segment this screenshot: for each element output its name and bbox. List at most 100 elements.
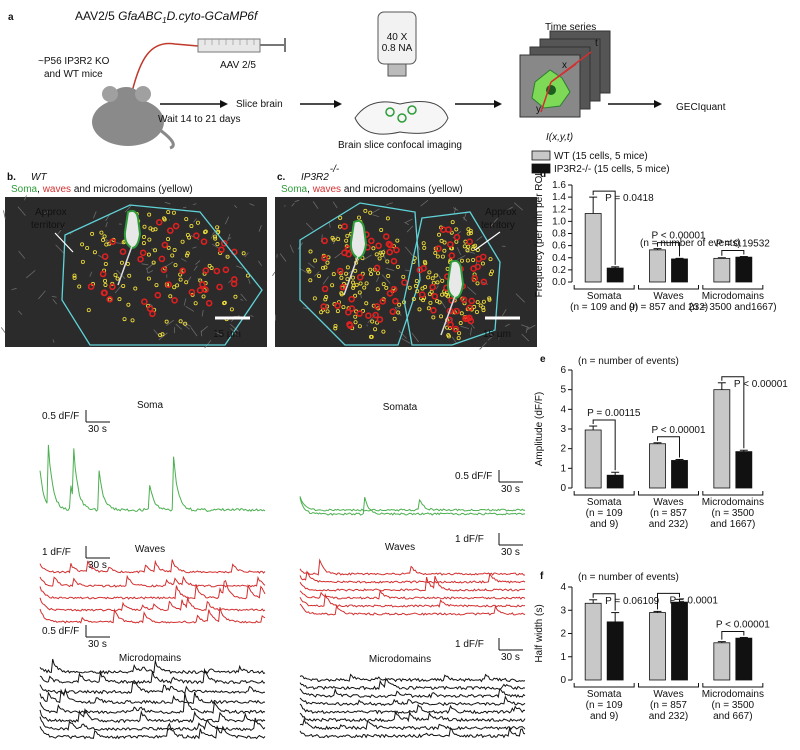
y-tick-label: 0 bbox=[560, 675, 566, 686]
trace-title: Soma bbox=[137, 400, 164, 411]
wave bbox=[453, 233, 461, 241]
wave bbox=[386, 248, 394, 256]
trace bbox=[299, 558, 525, 576]
microdomain bbox=[172, 285, 177, 290]
microdomain bbox=[465, 258, 470, 263]
texture bbox=[489, 218, 498, 228]
wave bbox=[222, 266, 230, 274]
microdomain bbox=[147, 237, 152, 242]
microdomain bbox=[345, 233, 350, 238]
wave bbox=[139, 249, 147, 257]
significance-bracket bbox=[592, 419, 616, 471]
microdomain bbox=[324, 295, 329, 300]
texture bbox=[105, 222, 108, 228]
microdomain bbox=[369, 334, 374, 339]
formula: I(x,y,t) bbox=[546, 132, 573, 143]
wave bbox=[389, 308, 397, 315]
microdomain bbox=[354, 282, 359, 287]
texture bbox=[420, 199, 429, 207]
wave bbox=[392, 297, 399, 305]
wave bbox=[137, 255, 144, 263]
wave bbox=[216, 283, 223, 291]
microdomain bbox=[442, 240, 447, 245]
microdomain bbox=[368, 267, 373, 272]
category-bracket bbox=[702, 491, 764, 496]
wave bbox=[356, 310, 363, 317]
microdomain bbox=[369, 272, 374, 277]
texture bbox=[105, 239, 109, 242]
microdomain bbox=[175, 283, 180, 288]
wave bbox=[171, 297, 178, 304]
wave bbox=[480, 278, 488, 286]
texture bbox=[467, 286, 477, 295]
microdomain bbox=[162, 216, 167, 221]
microdomain bbox=[381, 250, 386, 255]
microdomain bbox=[386, 274, 391, 279]
microdomain bbox=[370, 319, 375, 324]
texture bbox=[305, 222, 314, 231]
y-tick-label: 2 bbox=[560, 629, 566, 640]
microdomain bbox=[325, 309, 330, 314]
microdomain bbox=[80, 259, 85, 264]
wave bbox=[341, 223, 348, 230]
microdomain bbox=[357, 290, 362, 295]
x-tick-label: Waves bbox=[653, 497, 683, 508]
scale-label: 1 dF/F bbox=[455, 639, 484, 650]
microdomain bbox=[421, 241, 426, 246]
x-tick-label: and 232) bbox=[649, 519, 688, 530]
texture bbox=[229, 323, 240, 333]
microdomain bbox=[427, 270, 432, 275]
axis-arrows bbox=[540, 51, 592, 113]
texture bbox=[502, 309, 507, 317]
microdomain bbox=[308, 278, 313, 283]
texture bbox=[249, 203, 255, 206]
microdomain bbox=[351, 285, 356, 290]
genotype: IP3R2 bbox=[301, 172, 329, 183]
microdomain bbox=[103, 261, 108, 266]
y-tick-label: 1.6 bbox=[552, 180, 566, 191]
trace-title: Waves bbox=[135, 544, 165, 555]
wave bbox=[365, 312, 372, 319]
microdomain bbox=[172, 247, 177, 252]
trace bbox=[39, 559, 266, 574]
texture bbox=[258, 225, 262, 232]
microdomain bbox=[375, 287, 380, 292]
microdomain bbox=[395, 238, 400, 243]
wave bbox=[188, 288, 196, 296]
microdomain bbox=[357, 324, 362, 329]
construct-part: D.cyto-GCaMP6f bbox=[167, 9, 259, 23]
trace bbox=[299, 717, 526, 731]
microdomain bbox=[142, 235, 147, 240]
microdomain bbox=[392, 316, 397, 321]
y-tick-label: 0.6 bbox=[552, 241, 566, 252]
microdomain bbox=[86, 308, 91, 313]
scale-label: 0.5 dF/F bbox=[455, 471, 492, 482]
panel-label: f bbox=[540, 571, 544, 582]
soma-outline bbox=[446, 259, 465, 300]
texture bbox=[479, 342, 487, 350]
wave bbox=[106, 296, 114, 303]
cell bbox=[407, 105, 417, 115]
microdomain bbox=[431, 315, 436, 320]
wave bbox=[320, 303, 327, 310]
legend-part: and microdomains (yellow) bbox=[71, 184, 193, 195]
trace bbox=[39, 687, 266, 705]
microdomain bbox=[364, 281, 369, 286]
microdomain bbox=[154, 283, 159, 288]
wave bbox=[430, 307, 437, 314]
wave bbox=[230, 276, 238, 283]
x-tick-label: Somata bbox=[587, 689, 622, 700]
legend-part: , bbox=[307, 184, 313, 195]
microdomain bbox=[454, 227, 459, 232]
microdomain bbox=[488, 272, 493, 277]
texture bbox=[124, 204, 133, 213]
scale-label: 30 s bbox=[501, 547, 520, 558]
wave bbox=[416, 266, 424, 274]
scale-label: 30 s bbox=[88, 560, 107, 571]
wave bbox=[471, 274, 479, 282]
trace bbox=[39, 444, 266, 512]
texture bbox=[228, 280, 232, 283]
texture bbox=[513, 202, 524, 211]
wave bbox=[393, 246, 400, 254]
microdomain bbox=[77, 284, 82, 289]
